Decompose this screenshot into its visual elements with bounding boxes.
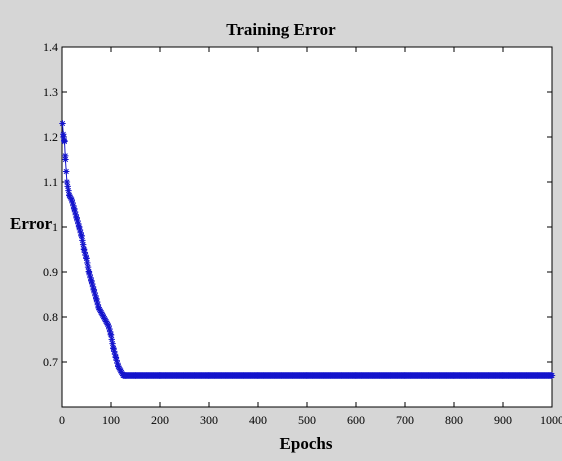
- data-point: [75, 223, 83, 231]
- data-point: [93, 298, 101, 306]
- y-tick-label: 0.8: [43, 310, 58, 324]
- data-point: [62, 152, 69, 160]
- x-tick-label: 200: [151, 413, 169, 427]
- x-ticks: 0 100 200 300 400 500 600 700 800 900 1000: [59, 47, 562, 427]
- data-point: [83, 255, 90, 262]
- y-tick-label: 1: [52, 220, 58, 234]
- y-ticks: 0.7 0.8 0.9 1 1.1 1.2 1.3 1.4: [43, 40, 552, 369]
- data-point: [78, 232, 85, 240]
- data-point: [108, 336, 115, 343]
- x-tick-label: 400: [249, 413, 267, 427]
- data-point: [94, 301, 102, 308]
- y-axis-label: Error: [10, 214, 53, 233]
- x-axis-label: Epochs: [280, 434, 333, 453]
- data-point: [82, 252, 89, 259]
- data-point: [93, 295, 100, 303]
- data-point: [74, 217, 81, 225]
- data-point: [112, 354, 120, 361]
- y-tick-label: 0.7: [43, 355, 58, 369]
- data-point: [79, 237, 86, 244]
- data-point: [88, 280, 96, 288]
- y-tick-label: 1.2: [43, 130, 58, 144]
- data-point: [70, 202, 77, 209]
- data-point: [65, 187, 72, 194]
- x-tick-label: 800: [445, 413, 463, 427]
- data-point: [60, 133, 67, 141]
- data-point: [68, 196, 75, 204]
- data-point: [71, 205, 78, 213]
- data-point: [79, 241, 87, 248]
- data-point: [106, 328, 114, 335]
- data-point: [59, 120, 66, 127]
- data-point: [113, 357, 120, 364]
- data-point: [81, 249, 89, 256]
- data-point: [73, 214, 80, 222]
- data-point: [76, 226, 84, 234]
- data-point: [71, 208, 79, 216]
- x-tick-label: 600: [347, 413, 365, 427]
- data-point: [109, 340, 116, 347]
- data-point: [69, 199, 76, 207]
- chart-title: Training Error: [226, 20, 336, 39]
- data-point: [107, 331, 115, 339]
- data-point: [111, 351, 119, 358]
- x-tick-label: 500: [298, 413, 316, 427]
- data-point: [72, 211, 80, 218]
- y-tick-label: 0.9: [43, 265, 58, 279]
- data-point: [88, 277, 95, 285]
- x-tick-label: 900: [494, 413, 512, 427]
- data-point: [75, 220, 82, 227]
- data-point: [84, 259, 91, 267]
- data-point: [89, 283, 97, 290]
- data-point: [106, 325, 113, 333]
- x-tick-label: 0: [59, 413, 65, 427]
- data-point: [105, 322, 112, 330]
- data-point: [90, 286, 98, 294]
- y-tick-label: 1.1: [43, 175, 58, 189]
- data-point: [86, 271, 93, 279]
- data-point: [80, 246, 88, 253]
- x-tick-label: 700: [396, 413, 414, 427]
- data-point: [87, 274, 94, 281]
- plot-area: [61, 46, 553, 408]
- x-tick-label: 1000: [540, 413, 562, 427]
- data-point: [92, 292, 99, 299]
- data-point: [111, 348, 118, 355]
- data-point: [110, 345, 117, 352]
- data-point: [91, 289, 98, 297]
- series-layer: [59, 120, 556, 379]
- data-point: [62, 156, 69, 163]
- data-point: [548, 372, 556, 379]
- data-point: [63, 178, 71, 186]
- data-point: [84, 263, 92, 271]
- x-tick-label: 100: [102, 413, 120, 427]
- data-point: [64, 183, 71, 190]
- data-point: [114, 360, 121, 367]
- y-tick-label: 1.4: [43, 40, 58, 54]
- data-point: [85, 268, 93, 276]
- data-point: [77, 229, 84, 236]
- x-tick-label: 300: [200, 413, 218, 427]
- data-point: [61, 138, 68, 145]
- data-point: [63, 168, 70, 175]
- y-tick-label: 1.3: [43, 85, 58, 99]
